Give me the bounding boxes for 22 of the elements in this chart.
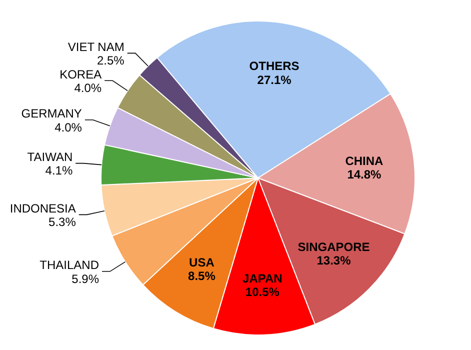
slice-label: TAIWAN xyxy=(27,150,73,164)
data-label: 4.0% xyxy=(74,81,102,96)
slice-label: VIET NAM xyxy=(68,40,124,54)
data-label: 13.3% xyxy=(316,254,352,268)
data-label: 10.5% xyxy=(245,285,280,300)
data-label: 4.1% xyxy=(45,164,73,178)
slice-label: SINGAPORE xyxy=(298,240,370,254)
slice-label: USA xyxy=(189,255,215,270)
slice-label: INDONESIA xyxy=(10,201,76,216)
data-label: 27.1% xyxy=(257,72,292,87)
data-label: 8.5% xyxy=(188,269,216,284)
slice-label: KOREA xyxy=(60,67,102,82)
slice-label: JAPAN xyxy=(242,271,282,286)
data-label: 5.9% xyxy=(72,272,100,286)
data-label: 5.3% xyxy=(48,215,76,230)
slice-label: GERMANY xyxy=(21,106,82,120)
slice-label: THAILAND xyxy=(40,258,100,272)
slice-label: CHINA xyxy=(345,154,384,168)
data-label: 4.0% xyxy=(54,120,82,134)
slice-label: OTHERS xyxy=(249,59,300,74)
data-label: 14.8% xyxy=(347,168,382,182)
data-label: 2.5% xyxy=(96,54,125,68)
